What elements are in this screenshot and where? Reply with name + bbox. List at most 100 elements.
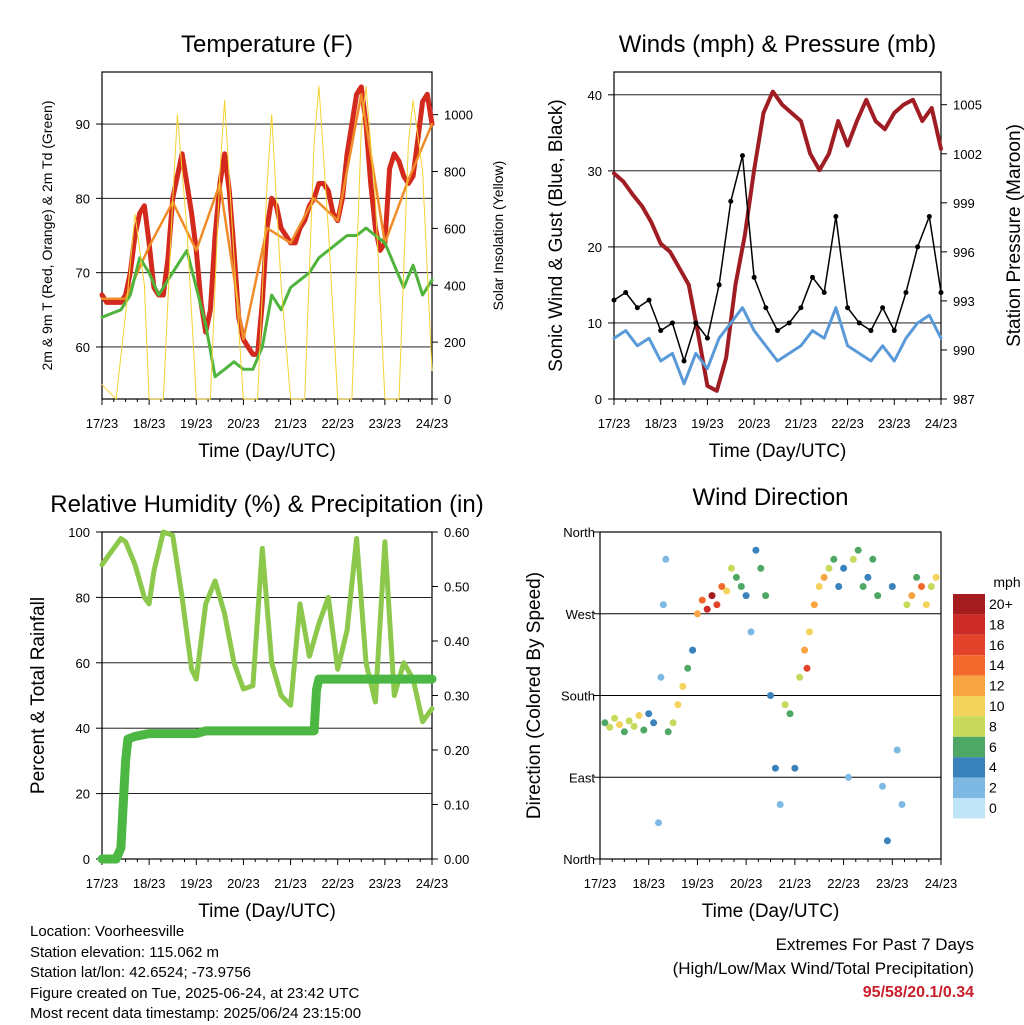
wind-direction-point [659,601,667,609]
extremes-subtitle: (High/Low/Max Wind/Total Precipitation) [672,959,974,978]
wind-direction-point [796,673,804,681]
y-right-tick-label: 0.40 [444,634,469,649]
wind-direction-point [679,682,687,690]
x-tick-label: 22/23 [321,876,354,891]
wind-direction-point [601,719,609,727]
wind-direction-point [810,601,818,609]
data-point [880,305,886,311]
data-point [634,305,640,311]
x-tick-label: 23/23 [876,876,909,891]
wind-direction-point [854,546,862,554]
series-relative-humidity [99,529,435,725]
wind-direction-point [693,610,701,618]
data-point [845,305,851,311]
wind-direction-point [879,782,886,790]
data-point [646,297,652,303]
wind-direction-point [664,728,672,736]
series-sonic-wind [612,306,943,386]
wind-direction-point [732,573,740,581]
wind-direction-point [640,726,648,734]
legend-swatch [953,696,985,717]
legend-label: 10 [989,698,1005,714]
x-tick-label: 19/23 [180,416,213,431]
y-axis-label: Sonic Wind & Gust (Blue, Black) [546,99,567,371]
y-right-tick-label: 996 [953,245,975,260]
x-tick-label: 18/23 [632,876,665,891]
data-point [786,320,792,326]
data-point [658,328,664,334]
y-tick-label: 70 [76,266,90,281]
extremes-title: Extremes For Past 7 Days [775,935,974,954]
legend-title: mph [993,574,1020,590]
series-station-pressure [612,89,943,393]
wind-direction-point [859,583,867,590]
wind-direction-point [815,583,823,590]
y-right-tick-label: 400 [444,278,466,293]
data-point [728,198,734,204]
wind-direction-point [776,801,784,808]
y-right-tick-label: 0.50 [444,580,469,595]
x-tick-label: 17/23 [86,416,119,431]
station-info: Location: Voorheesville Station elevatio… [30,922,361,1025]
wind-direction-point [655,819,662,827]
data-point [751,274,757,280]
station-location: Location: Voorheesville [30,923,185,940]
y-right-tick-label: 0.20 [444,743,469,758]
x-tick-label: 19/23 [681,876,714,891]
chart-panel-1: Temperature (F) Time (Day/UTC) 17/23 18/23 1… [39,31,506,462]
y-tick-label: 80 [76,191,90,206]
wind-direction-point [825,564,833,572]
wind-direction-point [616,721,623,729]
legend-label: 12 [989,678,1005,694]
x-tick-label: 23/23 [369,416,402,431]
x-tick-label: 24/23 [925,416,958,431]
y-right-tick-label: 200 [444,335,466,350]
y-tick-label: 0 [83,852,90,867]
data-point [915,244,921,250]
y-tick-label: 90 [76,117,90,132]
data-point [669,320,675,326]
wind-direction-point [883,837,891,845]
y-tick-label: 40 [588,88,602,103]
series-solar-insolation [101,85,433,400]
wind-direction-point [703,605,711,613]
recent-data-timestamp: Most recent data timestamp: 2025/06/24 2… [30,1005,362,1022]
y-right-tick-label: 993 [953,294,975,309]
x-tick-label: 21/23 [779,876,812,891]
wind-direction-point [801,646,809,654]
wind-direction-point [874,592,882,600]
y-right-tick-label: 0.10 [444,798,469,813]
y-axis-label: Percent & Total Rainfall [28,597,49,794]
y-tick-label: North [563,852,595,867]
data-point [891,328,897,334]
legend-swatch [953,736,985,758]
data-point [704,335,710,341]
y-tick-label: 30 [588,164,602,179]
x-tick-label: 19/23 [691,416,724,431]
x-tick-label: 18/23 [644,416,677,431]
wind-direction-point [635,712,643,719]
wind-direction-point [718,583,726,590]
legend-swatch [953,675,985,696]
wind-direction-point [781,701,789,709]
plot-frame [613,71,942,400]
wind-direction-point [771,764,779,772]
data-point [611,297,617,303]
chart-panel-3: Relative Humidity (%) & Precipitation (i… [28,491,484,922]
y-right-tick-label: 0 [444,392,451,407]
data-point [868,328,874,334]
y-right-axis-label: Station Pressure (Maroon) [1004,124,1024,347]
wind-direction-point [657,673,665,681]
legend-label: 14 [989,657,1005,673]
wind-direction-point [747,628,755,636]
wind-direction-point [611,714,619,722]
wind-direction-point [893,746,901,754]
x-tick-label: 24/23 [416,876,449,891]
extremes-values: 95/58/20.1/0.34 [862,984,974,1001]
y-right-tick-label: 990 [953,343,975,358]
x-axis-label: Time (Day/UTC) [198,441,336,462]
wind-direction-point [849,555,857,563]
y-tick-label: North [563,525,595,540]
legend-swatch [953,594,985,615]
